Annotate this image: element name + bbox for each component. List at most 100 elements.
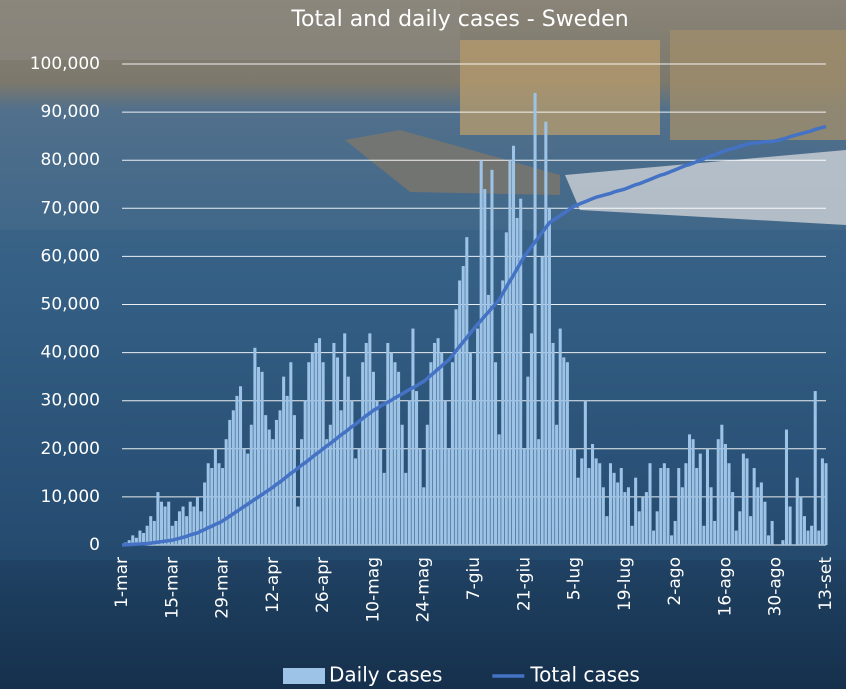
bar	[339, 410, 343, 545]
bar	[691, 439, 695, 545]
bar	[727, 463, 731, 545]
bar	[483, 189, 487, 545]
bar	[203, 482, 207, 545]
bar	[303, 400, 307, 545]
x-tick-label: 21-giu	[514, 557, 534, 611]
bar	[655, 511, 659, 545]
bar	[630, 525, 634, 545]
bar	[415, 391, 419, 545]
bar	[537, 439, 541, 545]
bar	[788, 506, 792, 545]
bar	[379, 448, 383, 545]
bar	[705, 448, 709, 545]
bar	[465, 237, 469, 545]
bar	[368, 333, 372, 545]
bar	[285, 395, 289, 545]
bar	[206, 463, 210, 545]
bar	[558, 328, 562, 545]
bar	[425, 424, 429, 545]
bar	[490, 169, 494, 545]
bar	[824, 463, 828, 545]
bar	[767, 535, 771, 545]
bar	[264, 415, 268, 545]
bar	[508, 160, 512, 545]
bar	[134, 537, 138, 545]
bar	[382, 472, 386, 545]
bar	[127, 540, 131, 545]
line	[121, 124, 827, 547]
x-tick-label: 24-mag	[414, 557, 434, 623]
bar	[670, 535, 674, 545]
bar	[770, 520, 774, 545]
bar	[562, 357, 566, 545]
bar	[511, 145, 516, 545]
bar	[253, 347, 257, 545]
bar	[623, 492, 627, 545]
bar	[188, 501, 192, 545]
bar	[332, 342, 336, 545]
bar	[432, 342, 437, 545]
bar	[389, 352, 393, 545]
bar	[752, 468, 756, 545]
bar	[292, 415, 296, 545]
bar	[221, 468, 225, 545]
bar	[256, 367, 261, 545]
x-tick-label: 16-ago	[715, 557, 735, 616]
bar	[271, 439, 275, 545]
bar	[195, 496, 199, 545]
bar	[526, 376, 530, 545]
x-tick-label: 13-set	[816, 557, 836, 611]
bar	[673, 520, 677, 545]
x-tick-label: 2-ago	[665, 557, 685, 606]
bar	[192, 506, 196, 545]
bar	[716, 439, 720, 545]
bar	[314, 342, 318, 545]
bar	[407, 400, 411, 545]
bar	[501, 280, 505, 545]
y-tick-label: 10,000	[41, 487, 100, 507]
bar	[677, 468, 681, 545]
bar	[447, 448, 451, 545]
y-tick-label: 50,000	[41, 295, 100, 315]
bar	[328, 424, 332, 545]
bar	[634, 477, 638, 545]
bar	[662, 463, 666, 545]
bar	[695, 468, 699, 545]
bar	[138, 530, 142, 545]
chart-title: Total and daily cases - Sweden	[290, 7, 628, 32]
bar	[486, 294, 490, 545]
bar	[318, 338, 322, 545]
bar	[400, 424, 404, 545]
bar	[605, 516, 609, 545]
bar	[555, 424, 559, 545]
bar	[731, 492, 735, 545]
bar	[587, 468, 591, 545]
bar	[267, 429, 271, 545]
bar	[533, 92, 537, 546]
bar	[598, 463, 602, 545]
y-tick-label: 80,000	[41, 150, 100, 170]
bar	[350, 400, 354, 545]
y-tick-label: 60,000	[41, 246, 100, 266]
bar	[795, 477, 799, 545]
bar	[648, 463, 652, 545]
bar	[163, 506, 167, 545]
bar	[680, 487, 684, 545]
bar	[580, 458, 584, 545]
y-tick-label: 30,000	[41, 391, 100, 411]
bar	[278, 410, 282, 545]
bar	[131, 535, 135, 545]
bar	[806, 530, 810, 545]
bar	[583, 400, 587, 545]
bar	[759, 482, 763, 545]
bar	[684, 463, 688, 545]
bar	[239, 386, 243, 545]
bar	[310, 352, 314, 545]
bar	[393, 362, 397, 545]
bar	[300, 439, 304, 545]
bar	[713, 520, 717, 545]
bar	[361, 362, 365, 545]
bar	[364, 342, 368, 545]
bar	[375, 400, 379, 545]
